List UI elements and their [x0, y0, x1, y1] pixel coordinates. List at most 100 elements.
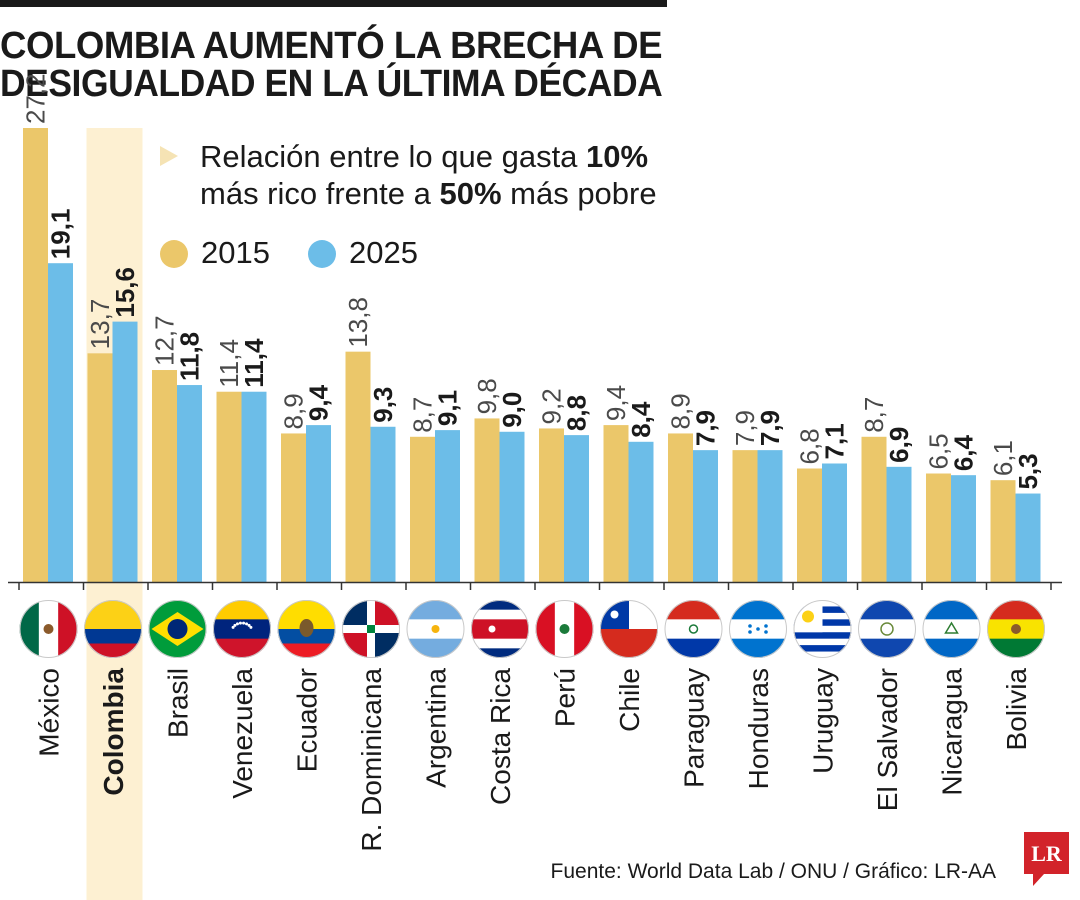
flag-outline [600, 600, 658, 658]
bar-2025 [1015, 493, 1041, 582]
bar-2025 [693, 450, 718, 582]
bar-2025 [628, 441, 654, 582]
value-label-2025: 8,4 [626, 401, 656, 438]
subtitle-text-3: más pobre [501, 176, 657, 211]
bar-2015 [732, 450, 758, 582]
category-label: México [34, 668, 65, 757]
category-label: Brasil [163, 668, 194, 738]
category-label: Chile [614, 668, 645, 732]
category-label: Bolivia [1001, 668, 1032, 751]
bar-2025 [757, 450, 783, 582]
category-label: Paraguay [679, 668, 710, 788]
category-label: El Salvador [872, 668, 903, 811]
category-label: Uruguay [808, 668, 839, 774]
flag-outline [471, 600, 529, 658]
flag-outline [148, 600, 207, 658]
value-label-2015: 9,8 [472, 378, 502, 414]
value-label-2025: 9,4 [304, 384, 334, 421]
bar-2015 [87, 353, 113, 582]
value-label-2015: 6,5 [924, 433, 954, 469]
legend-label-2025: 2025 [349, 235, 418, 270]
subtitle-bold-2: 50% [439, 176, 502, 211]
bar-2015 [539, 428, 564, 582]
category-label: Honduras [743, 668, 774, 789]
bar-2025 [951, 475, 976, 582]
value-label-2025: 8,8 [562, 395, 592, 431]
bar-2015 [603, 425, 629, 582]
value-label-2025: 6,4 [949, 434, 979, 471]
flag-outline [987, 600, 1045, 658]
value-label-2025: 9,1 [433, 390, 463, 426]
value-label-2015: 12,7 [150, 315, 180, 366]
category-label: Nicaragua [937, 668, 968, 796]
bar-2015 [216, 391, 242, 582]
value-label-2015: 8,7 [408, 397, 438, 433]
brazil-flag-icon [148, 600, 207, 658]
value-label-2015: 13,8 [343, 297, 373, 348]
bar-2015 [152, 370, 177, 582]
value-label-2025: 7,9 [755, 410, 785, 446]
bar-2015 [474, 418, 500, 582]
bar-2025 [177, 385, 202, 582]
legend-label-2015: 2015 [201, 235, 270, 270]
category-label: R. Dominicana [356, 668, 387, 852]
category-label: Argentina [421, 668, 452, 788]
uruguay-flag-icon [793, 600, 852, 658]
flag-outline [793, 600, 852, 658]
value-label-2025: 11,8 [175, 332, 205, 381]
flag-outline [858, 600, 916, 658]
bar-2015 [668, 433, 693, 582]
value-label-2025: 5,3 [1013, 453, 1043, 489]
flag-outline [342, 600, 400, 658]
value-label-2015: 7,9 [730, 410, 760, 446]
bar-2015 [990, 480, 1016, 582]
bar-2015 [23, 128, 48, 582]
subtitle-marker-icon [160, 146, 178, 166]
value-label-2025: 9,3 [368, 387, 398, 423]
category-label: Colombia [98, 668, 129, 796]
flag-outline [277, 600, 336, 658]
chart-title-line-1: COLOMBIA AUMENTÓ LA BRECHA DE [0, 25, 663, 67]
legend-swatch-2015 [160, 240, 188, 268]
svg-text:LR: LR [1031, 841, 1063, 866]
bar-2015 [345, 351, 371, 582]
value-label-2015: 11,4 [214, 339, 244, 388]
value-label-2015: 6,1 [988, 440, 1018, 476]
value-label-2015: 8,7 [859, 397, 889, 433]
bar-2015 [281, 433, 306, 582]
value-label-2015: 27,2 [21, 73, 51, 124]
bar-2015 [410, 436, 435, 582]
bar-2025 [564, 435, 589, 582]
value-label-2025: 6,9 [884, 427, 914, 463]
value-label-2025: 19,1 [46, 209, 76, 260]
flag-outline [729, 600, 787, 658]
value-label-2025: 11,4 [239, 338, 269, 388]
legend-swatch-2025 [308, 240, 336, 268]
bolivia-flag-icon [987, 600, 1045, 658]
bar-2025 [48, 263, 73, 582]
flag-outline [406, 600, 465, 658]
value-label-2015: 9,4 [601, 385, 631, 421]
bar-2025 [499, 431, 525, 582]
value-label-2015: 8,9 [666, 393, 696, 429]
value-label-2015: 6,8 [795, 428, 825, 464]
chart-subtitle: Relación entre lo que gasta 10% más rico… [200, 138, 657, 212]
value-label-2025: 7,9 [691, 410, 721, 446]
bar-2025 [306, 425, 331, 582]
bar-2025 [435, 430, 460, 582]
source-note: Fuente: World Data Lab / ONU / Gráfico: … [550, 860, 996, 883]
value-label-2015: 9,2 [537, 388, 567, 424]
bar-2015 [861, 436, 887, 582]
value-label-2015: 13,7 [85, 299, 115, 350]
subtitle-text-2: más rico frente a [200, 176, 440, 211]
subtitle-bold-1: 10% [586, 139, 649, 174]
bar-2015 [797, 468, 822, 582]
flag-outline [535, 600, 594, 658]
costa-rica-flag-icon [471, 600, 529, 658]
bar-2025 [370, 426, 396, 582]
bar-2025 [822, 463, 847, 582]
subtitle-text-1: Relación entre lo que gasta [200, 139, 587, 174]
top-rule [0, 0, 667, 7]
bar-2025 [886, 466, 912, 582]
